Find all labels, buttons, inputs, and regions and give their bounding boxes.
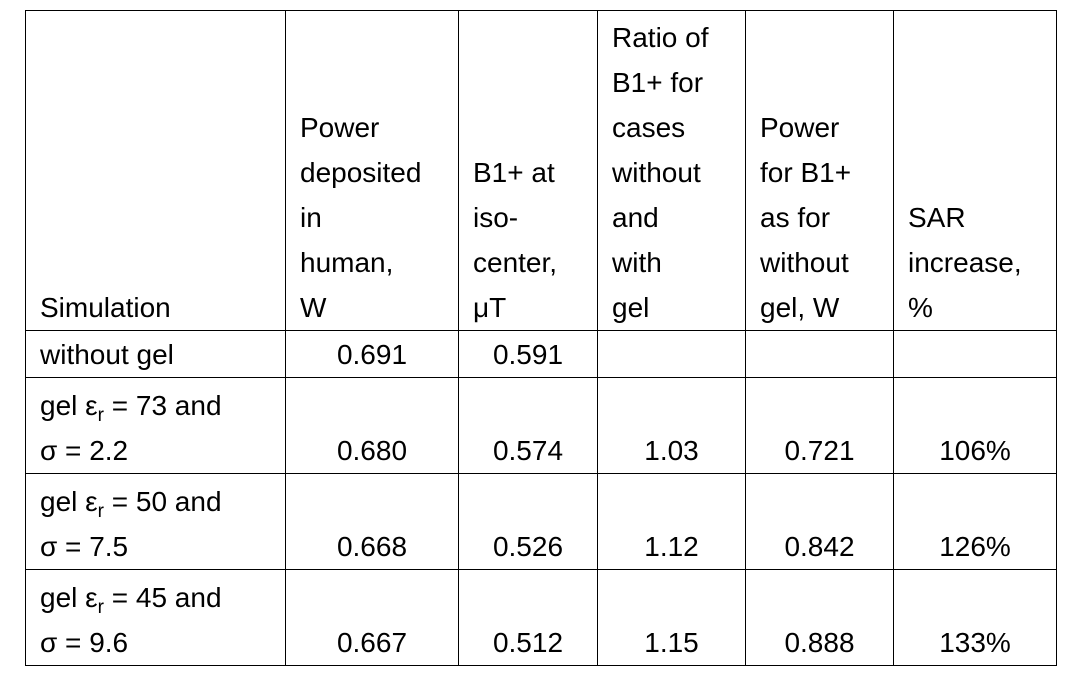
header-line: for B1+ [760,157,852,188]
header-row: Simulation Power deposited in human, W B1+ at i… [25,10,1057,331]
header-line: in [300,202,322,233]
value: 106% [939,435,1011,466]
header-line: B1+ for [612,67,704,98]
label-line: without gel [40,332,285,377]
value-cell: 0.512 [458,569,598,666]
data-row: without gel 0.691 0.591 [25,330,1057,378]
header-line: SAR [908,202,966,233]
value: 0.842 [784,531,855,562]
row-label: gel εr = 50 and σ = 7.5 [25,473,286,570]
header-line: without [612,157,701,188]
value-cell: 0.691 [285,330,459,378]
label-line: gel εr = 73 and [40,383,285,428]
value: 126% [939,531,1011,562]
value: 0.667 [336,627,408,658]
value-cell: 0.574 [458,377,598,474]
label-line: gel εr = 45 and [40,575,285,620]
value-cell [893,330,1057,378]
row-label: without gel [25,330,286,378]
value-cell [597,330,746,378]
value: 1.03 [644,435,699,466]
header-line: gel, W [760,292,840,323]
value-cell: 0.680 [285,377,459,474]
value: 1.15 [644,627,699,658]
data-table: Simulation Power deposited in human, W B1+ at i… [25,10,1057,666]
value-cell: 1.03 [597,377,746,474]
value: 0.691 [336,339,408,370]
value-cell: 133% [893,569,1057,666]
subscript: r [97,597,104,618]
value-cell: 1.12 [597,473,746,570]
header-cell: B1+ at iso-center, μT [458,10,598,331]
label-line: σ = 2.2 [40,435,129,466]
label-text: gel ε [40,390,98,421]
header-line: W [300,292,327,323]
value-cell: 0.668 [285,473,459,570]
subscript: r [97,405,104,426]
label-text: = 45 and [103,582,222,613]
value: 133% [939,627,1011,658]
value-cell: 0.591 [458,330,598,378]
header-line: iso- [473,202,519,233]
value: 0.512 [492,627,564,658]
header-line: Power [760,112,840,143]
label-text: without gel [40,339,174,370]
value-cell: 0.888 [745,569,894,666]
value: 0.526 [492,531,564,562]
value-cell: 1.15 [597,569,746,666]
header-line: center, [473,247,558,278]
label-line: gel εr = 50 and [40,479,285,524]
value-cell: 0.842 [745,473,894,570]
row-label: gel εr = 73 and σ = 2.2 [25,377,286,474]
header-line: with [612,247,662,278]
header-line: deposited [300,157,422,188]
value-cell: 0.667 [285,569,459,666]
label-text: gel ε [40,486,98,517]
value: 0.591 [492,339,564,370]
value: 0.888 [784,627,855,658]
header-line: gel [612,292,650,323]
header-line: Ratio of [612,22,709,53]
value-cell: 126% [893,473,1057,570]
value: 0.680 [336,435,408,466]
header-line: cases [612,112,686,143]
value-cell [745,330,894,378]
label-text: = 50 and [103,486,222,517]
header-line: B1+ at [473,157,555,188]
header-line: without [760,247,849,278]
value-cell: 0.526 [458,473,598,570]
row-label: gel εr = 45 and σ = 9.6 [25,569,286,666]
data-row: gel εr = 73 and σ = 2.2 0.680 0.574 1.03 0.72… [25,377,1057,474]
header-line: μT [473,292,507,323]
header-cell: Ratio of B1+ for cases without and with gel [597,10,746,331]
label-text: gel ε [40,582,98,613]
value: 0.574 [492,435,564,466]
data-row: gel εr = 45 and σ = 9.6 0.667 0.512 1.15 0.88… [25,569,1057,666]
value-cell: 106% [893,377,1057,474]
value: 0.721 [784,435,855,466]
header-line: and [612,202,659,233]
header-cell: Simulation [25,10,286,331]
label-line: σ = 9.6 [40,627,129,658]
subscript: r [97,501,104,522]
value: 0.668 [336,531,408,562]
header-line: Power [300,112,380,143]
header-cell: Power for B1+ as for without gel, W [745,10,894,331]
data-row: gel εr = 50 and σ = 7.5 0.668 0.526 1.12 0.84… [25,473,1057,570]
label-line: σ = 7.5 [40,531,129,562]
table-body: Simulation Power deposited in human, W B1+ at i… [25,10,1057,666]
header-line: Simulation [40,292,171,323]
header-line: human, [300,247,394,278]
label-text: = 73 and [103,390,222,421]
value-cell: 0.721 [745,377,894,474]
header-cell: Power deposited in human, W [285,10,459,331]
header-line: % [908,292,933,323]
value: 1.12 [644,531,699,562]
header-line: as for [760,202,831,233]
header-line: increase, [908,247,1022,278]
header-cell: SAR increase,% [893,10,1057,331]
